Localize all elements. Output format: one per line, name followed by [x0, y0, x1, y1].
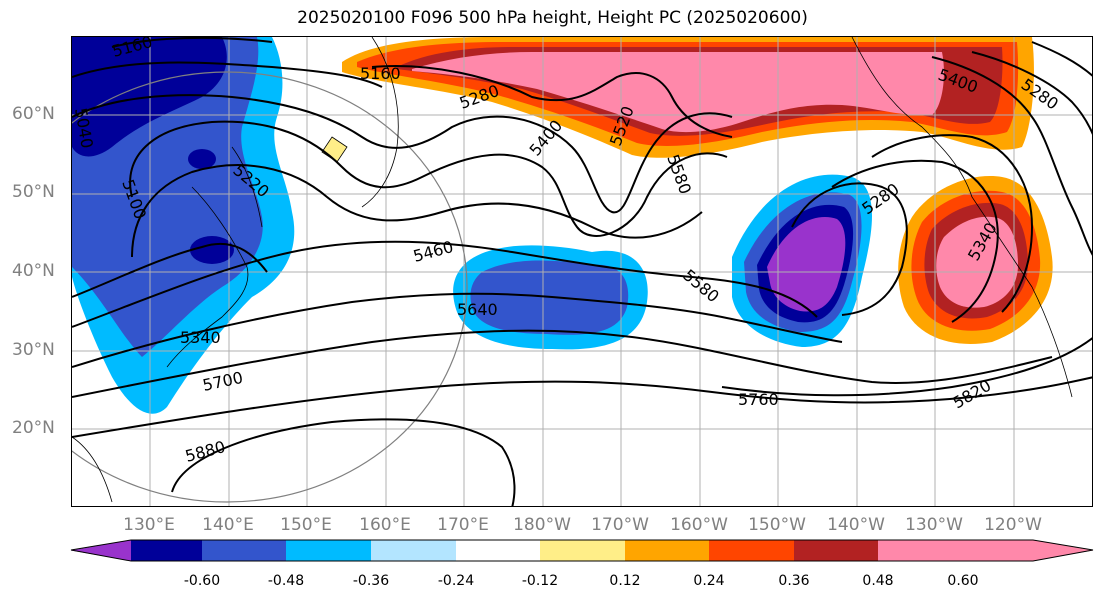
- lon-label-130e: 130°E: [123, 515, 175, 535]
- colorbar-outline: [70, 539, 1094, 562]
- lon-label-130w: 130°W: [905, 515, 963, 535]
- colorbar-tick: -0.60: [183, 573, 221, 589]
- contour-label: 5700: [201, 368, 245, 395]
- colorbar-bin: [202, 540, 286, 561]
- contour-label: 5880: [183, 437, 227, 466]
- lon-label-140e: 140°E: [202, 515, 254, 535]
- colorbar-tick: 0.12: [609, 573, 641, 589]
- contour-label: 5760: [738, 390, 779, 409]
- colorbar-bin: [371, 540, 456, 561]
- positive-anomaly-north-peak: [412, 52, 944, 133]
- contour-label: 5340: [180, 328, 221, 347]
- height-contours: [72, 37, 1092, 506]
- coastlines: [72, 37, 1073, 503]
- colorbar-tick: 0.24: [693, 573, 725, 589]
- colorbar-bin: [963, 540, 1033, 561]
- colorbar-bin: [286, 540, 371, 561]
- contour-label: 5640: [457, 300, 498, 319]
- contour-label: 5160: [360, 64, 401, 83]
- lon-label-140w: 140°W: [827, 515, 885, 535]
- lon-label-120w: 120°W: [984, 515, 1042, 535]
- colorbar-tick: 0.60: [947, 573, 979, 589]
- colorbar-bin: [540, 540, 625, 561]
- lat-label-60n: 60°N: [12, 104, 55, 124]
- negative-anomaly-small-core-2: [188, 149, 216, 169]
- lon-label-160w: 160°W: [670, 515, 728, 535]
- lon-label-170w: 170°W: [591, 515, 649, 535]
- contour-label: 5280: [858, 179, 902, 218]
- colorbar-bin: [1033, 540, 1093, 561]
- colorbar-segments: [71, 540, 1093, 561]
- lon-label-150w: 150°W: [748, 515, 806, 535]
- colorbar-bin: [71, 540, 131, 561]
- colorbar-bin: [878, 540, 963, 561]
- lon-label-170e: 170°E: [437, 515, 489, 535]
- negative-anomaly-small-core: [190, 236, 234, 264]
- lat-label-40n: 40°N: [12, 261, 55, 281]
- contour-label: 5580: [663, 152, 695, 197]
- colorbar-tick: 0.48: [862, 573, 894, 589]
- colorbar-tick: -0.12: [521, 573, 559, 589]
- lat-label-30n: 30°N: [12, 340, 55, 360]
- colorbar-bin: [794, 540, 878, 561]
- anomaly-shading: [72, 37, 1053, 414]
- graticule: [72, 37, 1092, 506]
- map-title: 2025020100 F096 500 hPa height, Height P…: [297, 8, 808, 28]
- colorbar-bin: [456, 540, 540, 561]
- domain-circle: [72, 71, 468, 503]
- colorbar-bin: [709, 540, 794, 561]
- colorbar-tick: -0.24: [437, 573, 475, 589]
- lon-label-180w: 180°W: [513, 515, 571, 535]
- negative-anomaly-east-core: [767, 216, 846, 312]
- map-panel: 5160 5160 5280 5400 5520 5580 5460 5640 …: [71, 36, 1093, 507]
- colorbar-bin: [131, 540, 202, 561]
- contour-label: 5820: [950, 376, 995, 413]
- lon-label-150e: 150°E: [280, 515, 332, 535]
- lat-label-50n: 50°N: [12, 182, 55, 202]
- colorbar-tick: -0.48: [267, 573, 305, 589]
- colorbar-tick: -0.36: [352, 573, 390, 589]
- colorbar-tick: 0.36: [778, 573, 810, 589]
- lat-label-20n: 20°N: [12, 418, 55, 438]
- map-canvas: 5160 5160 5280 5400 5520 5580 5460 5640 …: [72, 37, 1092, 506]
- colorbar-bin: [625, 540, 709, 561]
- lon-label-160e: 160°E: [359, 515, 411, 535]
